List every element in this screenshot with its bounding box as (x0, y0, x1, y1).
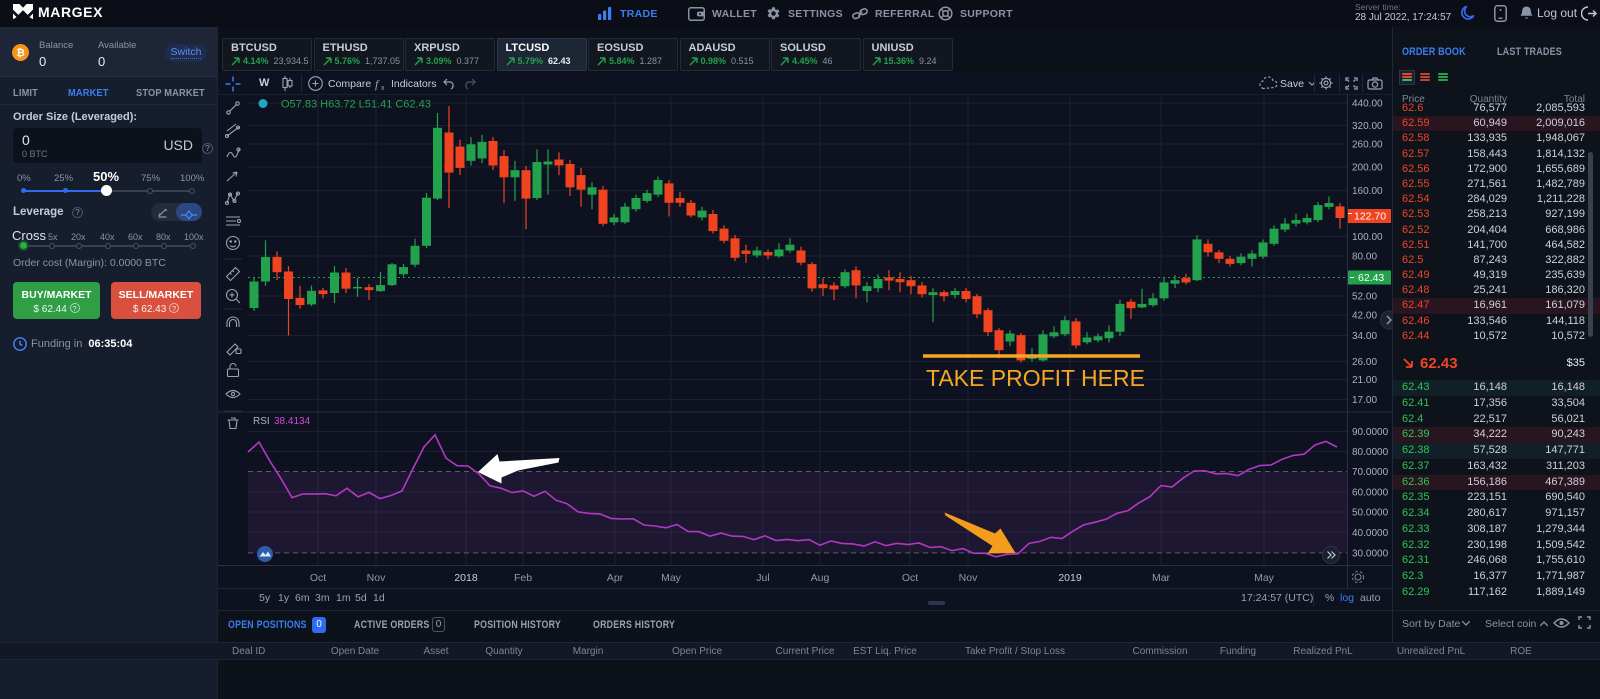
svg-text:₿: ₿ (16, 47, 25, 59)
svg-text:Apr: Apr (607, 572, 624, 584)
svg-text:62.43: 62.43 (1358, 272, 1384, 284)
svg-text:100.00: 100.00 (1352, 232, 1383, 243)
svg-text:60.0000: 60.0000 (1352, 487, 1389, 498)
svg-text:30.0000: 30.0000 (1352, 548, 1389, 559)
svg-text:x: x (381, 85, 385, 91)
svg-text:2019: 2019 (1058, 572, 1082, 584)
svg-text:40.0000: 40.0000 (1352, 528, 1389, 539)
svg-text:80.00: 80.00 (1352, 252, 1377, 263)
svg-text:Mar: Mar (1152, 572, 1171, 584)
svg-text:38.4134: 38.4134 (274, 416, 311, 427)
svg-text:440.00: 440.00 (1352, 99, 1383, 110)
svg-text:f: f (375, 77, 380, 91)
svg-text:RSI: RSI (253, 416, 270, 427)
svg-text:Nov: Nov (959, 572, 978, 584)
svg-text:21.00: 21.00 (1352, 375, 1377, 386)
svg-text:90.0000: 90.0000 (1352, 427, 1389, 438)
svg-text:TAKE PROFIT HERE: TAKE PROFIT HERE (926, 365, 1145, 391)
svg-text:160.00: 160.00 (1352, 186, 1383, 197)
svg-text:Feb: Feb (514, 572, 532, 584)
svg-text:70.0000: 70.0000 (1352, 467, 1389, 478)
svg-text:Nov: Nov (367, 572, 386, 584)
svg-text:42.00: 42.00 (1352, 311, 1377, 322)
svg-text:May: May (661, 572, 682, 584)
svg-text:34.00: 34.00 (1352, 331, 1377, 342)
svg-text:52.00: 52.00 (1352, 292, 1377, 303)
svg-text:2018: 2018 (454, 572, 478, 584)
svg-text:200.00: 200.00 (1352, 163, 1383, 174)
svg-text:122.70: 122.70 (1354, 211, 1386, 223)
svg-text:Jul: Jul (756, 572, 769, 584)
svg-text:Aug: Aug (811, 572, 830, 584)
svg-text:May: May (1254, 572, 1275, 584)
svg-text:Oct: Oct (902, 572, 918, 584)
svg-text:26.00: 26.00 (1352, 357, 1377, 368)
svg-text:O57.83 H63.72 L51.41 C62.43: O57.83 H63.72 L51.41 C62.43 (281, 99, 431, 111)
svg-text:320.00: 320.00 (1352, 121, 1383, 132)
svg-text:Oct: Oct (310, 572, 326, 584)
svg-text:50.0000: 50.0000 (1352, 508, 1389, 519)
svg-text:17.00: 17.00 (1352, 395, 1377, 406)
svg-text:80.0000: 80.0000 (1352, 447, 1389, 458)
svg-text:260.00: 260.00 (1352, 140, 1383, 151)
